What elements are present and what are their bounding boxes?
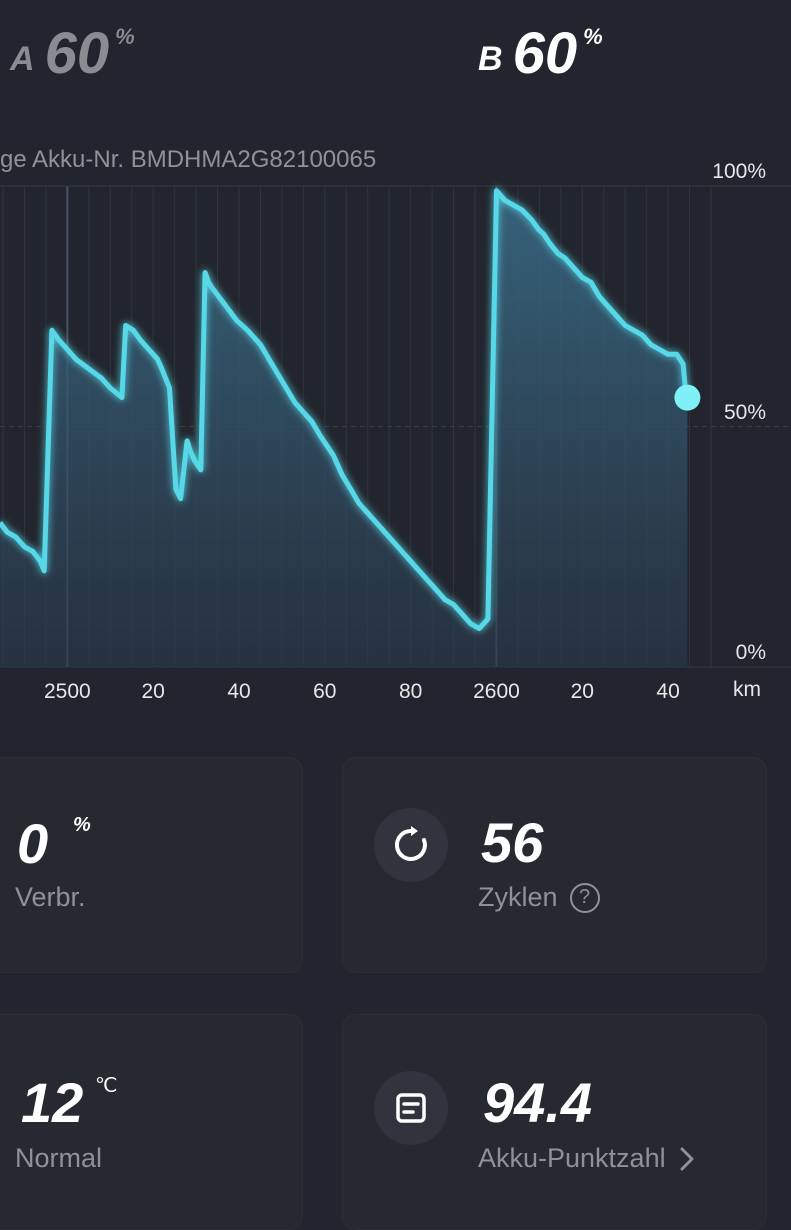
refresh-icon xyxy=(374,808,448,882)
battery-a-value: 60 xyxy=(44,21,110,86)
help-icon[interactable]: ? xyxy=(569,882,600,913)
series-area-0 xyxy=(0,190,688,668)
y-tick-label: 100% xyxy=(712,160,766,183)
battery-score-value: 94.4 xyxy=(483,1071,592,1134)
y-tick-label: 50% xyxy=(723,400,766,424)
y-tick-label: 0% xyxy=(735,641,766,664)
temperature-status: Normal xyxy=(15,1143,103,1173)
document-icon xyxy=(374,1071,448,1145)
chevron-right-icon[interactable] xyxy=(680,1147,694,1171)
cycles-label-row: Zyklen ? xyxy=(478,882,600,913)
battery-b-value: 60 xyxy=(512,21,578,86)
cycles-value: 56 xyxy=(481,811,544,874)
temperature-unit: ℃ xyxy=(95,1075,118,1097)
battery-level-chart[interactable]: ge Akku-Nr. BMDHMA2G82100065 100% 50% 0% 2… xyxy=(0,140,791,703)
temperature-value: 12 xyxy=(21,1071,84,1134)
series-line-0 xyxy=(0,188,690,631)
current-level-marker[interactable] xyxy=(674,384,701,411)
battery-b-unit: % xyxy=(583,24,603,49)
chart-canvas xyxy=(0,185,791,668)
consumption-unit: % xyxy=(73,814,91,836)
battery-score-label: Akku-Punktzahl xyxy=(478,1143,666,1173)
battery-a-tab[interactable]: A 60 % xyxy=(10,20,135,88)
cycles-card: 56 Zyklen ? xyxy=(342,757,767,973)
battery-score-card[interactable]: 94.4 Akku-Punktzahl xyxy=(342,1014,767,1230)
x-axis-unit: km xyxy=(733,678,761,701)
x-tick-label: 2600 xyxy=(473,680,520,703)
consumption-value: 0 xyxy=(17,812,49,875)
battery-a-letter: A xyxy=(10,40,35,78)
x-tick-label: 60 xyxy=(313,680,337,703)
cycles-label: Zyklen xyxy=(478,882,558,912)
consumption-label: Verbr. xyxy=(15,882,86,912)
battery-b-tab[interactable]: B 60 % xyxy=(478,20,603,88)
consumption-card: 0 % Verbr. xyxy=(0,757,303,973)
battery-b-letter: B xyxy=(478,40,503,78)
x-tick-label: 40 xyxy=(656,680,680,703)
x-tick-label: 2500 xyxy=(44,680,91,703)
battery-serial-number: ge Akku-Nr. BMDHMA2G82100065 xyxy=(0,146,377,173)
x-tick-label: 40 xyxy=(227,680,251,703)
x-tick-label: 20 xyxy=(570,680,594,703)
battery-a-unit: % xyxy=(115,24,135,49)
x-tick-label: 80 xyxy=(398,680,423,703)
temperature-card: 12 ℃ Normal xyxy=(0,1014,303,1230)
battery-score-label-row: Akku-Punktzahl xyxy=(478,1143,694,1174)
x-tick-label: 20 xyxy=(141,680,165,703)
